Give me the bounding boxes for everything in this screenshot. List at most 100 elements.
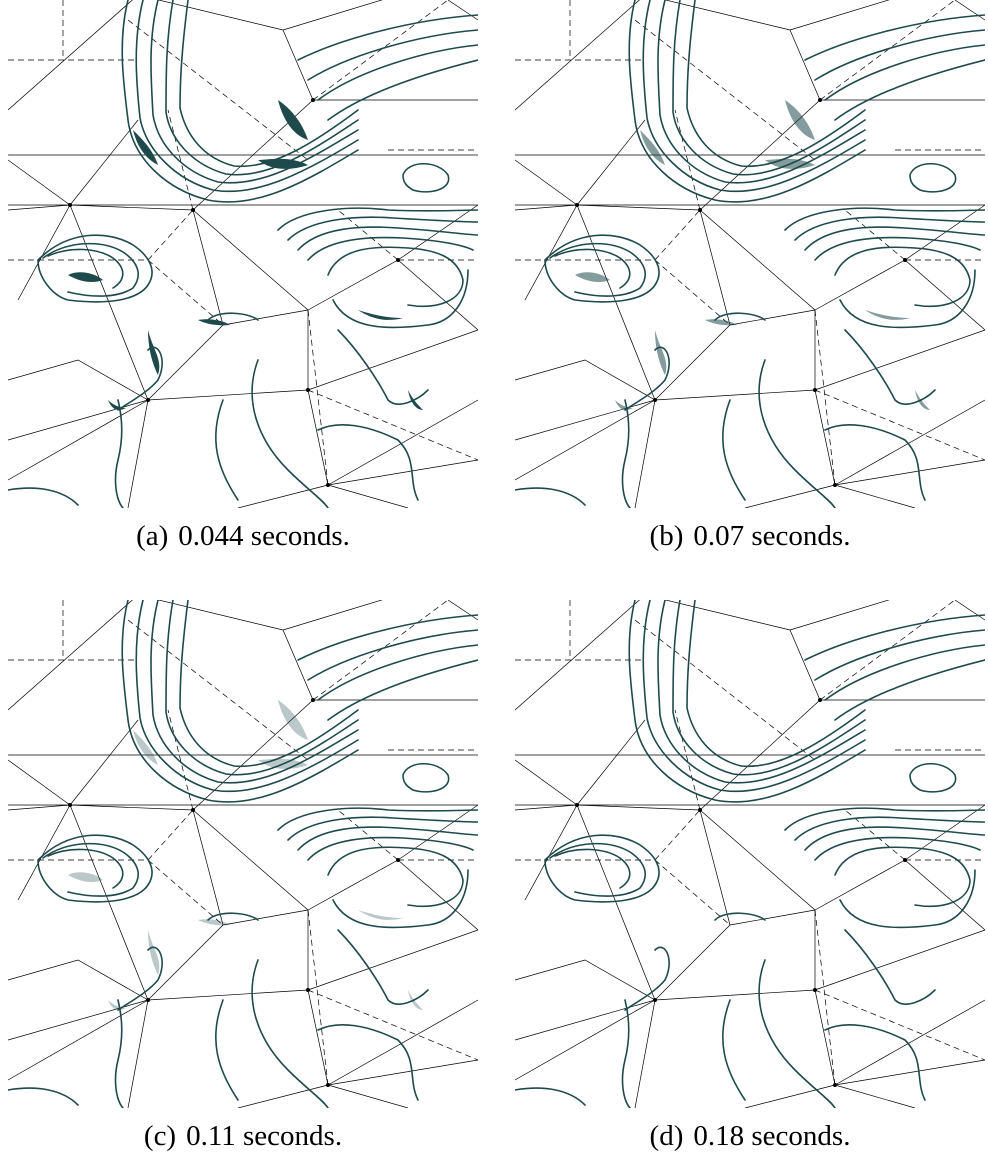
discontinuity-region: [865, 310, 910, 320]
contour-line: [297, 614, 478, 661]
mesh-edge: [515, 999, 656, 1081]
mesh-edge-dashed: [654, 259, 731, 326]
contour-line: [624, 946, 670, 1011]
contour-line: [165, 600, 359, 776]
mesh-edge: [307, 329, 478, 391]
contour-line: [179, 0, 359, 168]
discontinuity-region: [575, 272, 610, 283]
contour-line: [834, 659, 985, 721]
mesh-edge: [17, 204, 71, 301]
discontinuity-region: [278, 700, 308, 740]
contour-line: [824, 424, 926, 501]
contour-line: [515, 1087, 586, 1106]
mesh-edge: [147, 989, 309, 1001]
mesh-edge: [954, 0, 985, 21]
contour-line: [714, 312, 766, 321]
mesh-node: [818, 698, 822, 702]
contour-line: [215, 399, 239, 501]
contour-line: [277, 807, 478, 831]
mesh-edge: [237, 484, 329, 508]
contour-line: [909, 162, 957, 193]
mesh-edge: [834, 1059, 985, 1086]
mesh-edge-dashed: [634, 619, 816, 761]
mesh-edge: [524, 204, 578, 301]
discontinuity-region: [133, 730, 158, 765]
caption-label-a: (a): [136, 520, 169, 552]
contour-line: [332, 269, 469, 329]
mesh-edge: [192, 808, 309, 926]
mesh-edge: [69, 804, 149, 1001]
mesh-node: [306, 388, 310, 392]
contour-line: [37, 834, 153, 903]
contour-line: [307, 836, 474, 861]
contour-line: [621, 399, 631, 508]
mesh-edge: [904, 259, 985, 331]
mesh-edge-dashed: [654, 859, 731, 926]
contour-line: [657, 0, 866, 184]
mesh-node: [191, 208, 195, 212]
contour-line: [804, 826, 985, 851]
mesh-node: [698, 808, 702, 812]
mesh-edge: [515, 0, 640, 111]
mesh-edge: [814, 329, 985, 391]
discontinuity-region: [705, 319, 737, 326]
contour-line: [515, 487, 586, 506]
mesh-edge: [8, 959, 149, 1001]
mesh-edge-dashed: [147, 859, 224, 926]
mesh-edge: [147, 309, 309, 401]
contour-line: [327, 59, 478, 121]
mesh-node: [813, 988, 817, 992]
mesh-edge: [447, 0, 478, 21]
contour-line: [824, 644, 985, 701]
mesh-edge: [654, 909, 816, 1001]
contour-line: [42, 842, 139, 897]
contour-line: [121, 0, 359, 203]
discontinuity-region: [358, 910, 403, 920]
mesh-node: [833, 483, 837, 487]
contour-line: [402, 162, 450, 193]
caption-label-b: (b): [649, 520, 684, 552]
contour-line: [317, 644, 478, 701]
mesh-node: [833, 1083, 837, 1087]
contour-line: [834, 846, 971, 907]
contour-line: [317, 424, 419, 501]
mesh-edge-dashed: [307, 909, 329, 1086]
contour-line: [297, 226, 478, 251]
mesh-edge: [576, 804, 656, 1001]
mesh-edge: [515, 204, 701, 211]
mesh-node: [653, 398, 657, 402]
contour-line: [327, 846, 464, 907]
discontinuity-region: [640, 130, 665, 165]
mesh-edge: [147, 909, 309, 1001]
contour-line: [834, 59, 985, 121]
contour-line: [784, 807, 985, 831]
mesh-edge: [8, 359, 149, 401]
contour-line: [327, 246, 464, 307]
contour-line: [215, 999, 239, 1101]
contour-line: [37, 234, 153, 303]
contour-line: [722, 999, 746, 1101]
mesh-edge-dashed: [167, 709, 194, 811]
contour-line: [686, 0, 866, 168]
mesh-node: [326, 1083, 330, 1087]
mesh-edge: [8, 999, 149, 1041]
mesh-edge: [69, 719, 139, 806]
mesh-node: [191, 808, 195, 812]
mesh-edge: [515, 399, 656, 441]
mesh-edge-dashed: [312, 600, 449, 701]
contour-line: [8, 1087, 79, 1106]
contour-line: [207, 912, 259, 921]
contour-line: [277, 207, 478, 231]
contour-line: [804, 14, 985, 61]
discontinuity-region: [258, 758, 308, 769]
mesh-edge-dashed: [634, 19, 816, 161]
mesh-edge: [69, 204, 149, 401]
mesh-edge-dashed: [307, 989, 478, 1061]
mesh-edge: [8, 600, 133, 711]
contour-line: [549, 242, 646, 297]
discontinuity-region: [615, 400, 633, 410]
mesh-node: [575, 803, 579, 807]
contour-line: [794, 216, 985, 241]
contour-line: [824, 44, 985, 101]
mesh-edge-dashed: [307, 309, 329, 486]
